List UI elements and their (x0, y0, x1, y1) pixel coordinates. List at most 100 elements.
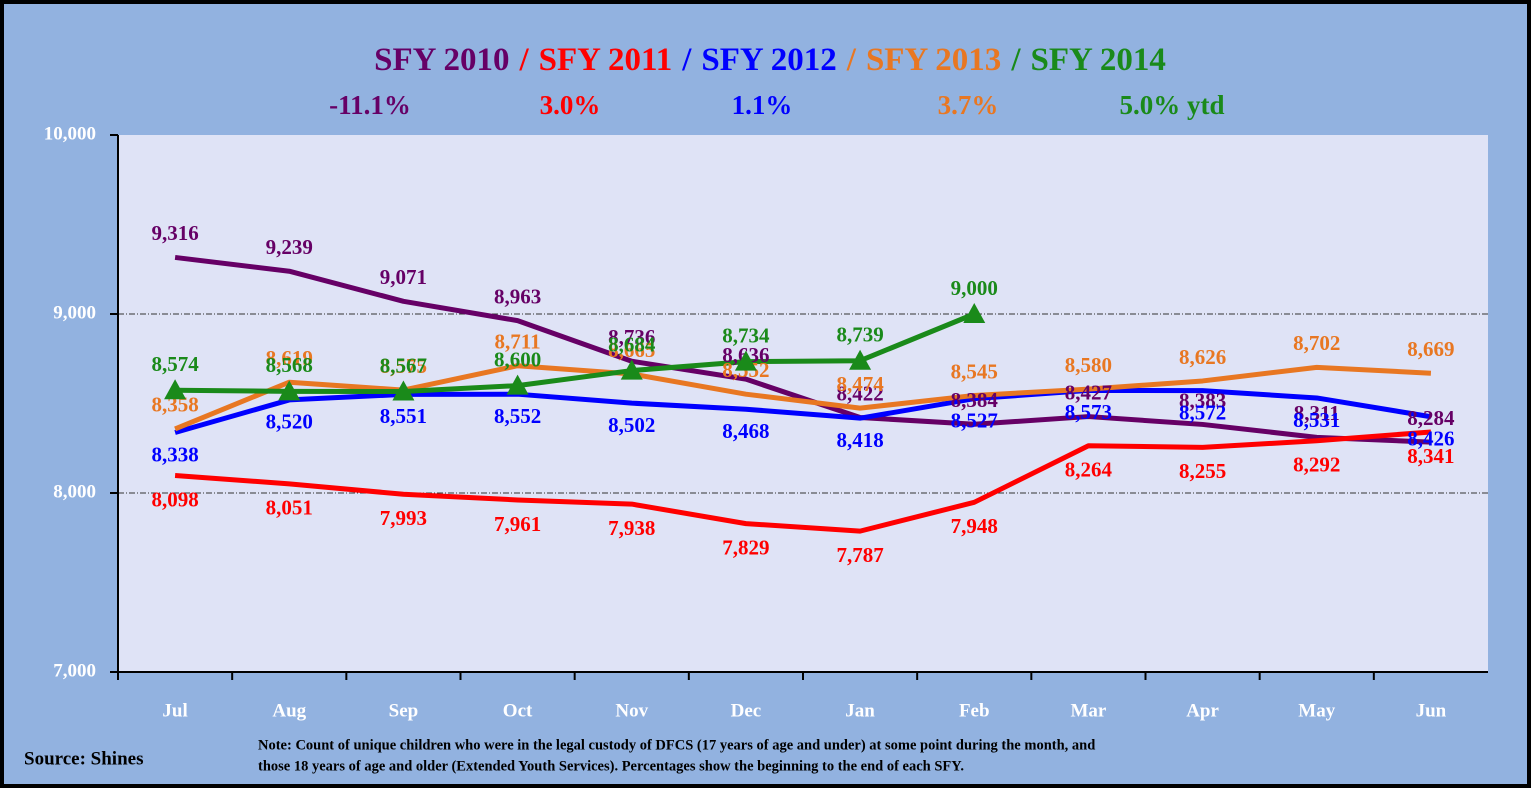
x-tick-label: Jun (1416, 700, 1447, 721)
data-label: 7,961 (494, 512, 541, 536)
x-tick-label: Jan (845, 700, 875, 721)
title-separator: / (846, 42, 857, 78)
data-label: 9,071 (380, 265, 427, 289)
series-line (174, 254, 1432, 445)
annotation: 5.0% ytd (1119, 90, 1224, 120)
data-label: 8,552 (494, 404, 541, 428)
data-label: 8,572 (1179, 400, 1226, 424)
marker (506, 374, 529, 395)
annotation: 3.7% (938, 90, 999, 120)
data-label: 8,520 (266, 410, 313, 434)
data-label: 8,736 (608, 325, 655, 349)
data-label: 8,502 (608, 413, 655, 437)
chart-title: SFY 2010/SFY 2011/SFY 2012/SFY 2013/SFY … (374, 42, 1166, 78)
legend-entry: SFY 2013 (866, 42, 1001, 78)
series-line (174, 387, 1432, 435)
x-tick-label: Sep (389, 700, 419, 721)
data-label: 8,418 (836, 428, 883, 452)
data-label: 8,567 (380, 353, 427, 377)
x-tick-label: Mar (1070, 700, 1106, 721)
data-label: 8,284 (1407, 406, 1455, 430)
title-separator: / (1010, 42, 1021, 78)
data-label: 8,051 (266, 496, 313, 520)
data-label: 8,255 (1179, 459, 1226, 483)
data-label: 9,000 (951, 276, 998, 300)
data-label: 8,311 (1294, 401, 1340, 425)
x-tick-label: Oct (503, 700, 533, 721)
series-line (175, 311, 976, 395)
data-label: 8,545 (951, 359, 998, 383)
series-line (174, 363, 1432, 432)
y-tick-label: 7,000 (53, 660, 96, 681)
x-tick-label: Aug (272, 700, 306, 721)
marker (849, 349, 872, 370)
data-label: 8,739 (836, 323, 883, 347)
data-label: 8,665 (608, 338, 655, 362)
title-separator: / (681, 42, 692, 78)
data-label: 8,600 (494, 347, 541, 371)
data-label: 8,684 (608, 332, 656, 356)
marker (392, 380, 415, 401)
data-label: 8,551 (380, 404, 427, 428)
data-label: 9,239 (266, 235, 313, 259)
data-label: 8,427 (1065, 380, 1112, 404)
data-label: 8,580 (1065, 353, 1112, 377)
marker (278, 380, 301, 401)
marker (620, 359, 643, 380)
annotation: 3.0% (540, 90, 601, 120)
data-label: 8,341 (1407, 444, 1454, 468)
x-tick-label: May (1298, 700, 1335, 721)
data-label: 8,573 (1065, 400, 1112, 424)
data-label: 8,292 (1293, 453, 1340, 477)
data-label: 8,574 (151, 352, 199, 376)
data-label: 8,531 (1293, 408, 1340, 432)
data-label: 8,669 (1407, 337, 1454, 361)
data-label: 8,422 (836, 381, 883, 405)
data-label: 8,963 (494, 284, 541, 308)
data-label: 8,338 (151, 442, 198, 466)
data-label: 8,384 (951, 388, 999, 412)
x-tick-label: Feb (959, 700, 990, 721)
title-separator: / (519, 42, 530, 78)
marker (734, 350, 757, 371)
legend-entry: SFY 2014 (1030, 42, 1165, 78)
data-label: 8,619 (266, 346, 313, 370)
series-line (174, 429, 1432, 534)
data-label: 8,734 (722, 323, 770, 347)
marker (963, 303, 986, 323)
data-label: 7,787 (836, 543, 883, 567)
data-label: 8,426 (1407, 427, 1454, 451)
legend-entry: SFY 2011 (539, 42, 673, 78)
data-label: 8,626 (1179, 345, 1226, 369)
data-label: 9,316 (151, 221, 198, 245)
note: Note: Count of unique children who were … (258, 737, 1095, 753)
legend-entry: SFY 2012 (701, 42, 836, 78)
x-tick-label: Apr (1186, 700, 1219, 721)
data-label: 7,938 (608, 516, 655, 540)
note: those 18 years of age and older (Extende… (258, 758, 964, 774)
y-tick-label: 9,000 (53, 302, 96, 323)
source: Source: Shines (24, 748, 143, 769)
annotation: 1.1% (732, 90, 793, 120)
x-tick-label: Dec (731, 700, 762, 721)
data-label: 7,829 (722, 535, 769, 559)
marker (164, 379, 187, 400)
data-label: 8,568 (266, 353, 313, 377)
legend-entry: SFY 2010 (374, 42, 509, 78)
data-label: 8,711 (495, 330, 541, 354)
data-label: 8,264 (1065, 458, 1113, 482)
data-label: 8,468 (722, 419, 769, 443)
annotation: -11.1% (329, 90, 411, 120)
data-label: 8,702 (1293, 331, 1340, 355)
y-tick-label: 8,000 (53, 481, 96, 502)
x-tick-label: Jul (162, 700, 187, 721)
data-label: 8,098 (151, 487, 198, 511)
y-tick-label: 10,000 (44, 123, 96, 144)
data-label: 8,383 (1179, 388, 1226, 412)
data-label: 7,993 (380, 506, 427, 530)
data-label: 8,474 (836, 372, 884, 396)
data-label: 8,527 (951, 408, 998, 432)
data-label: 7,948 (951, 514, 998, 538)
x-tick-label: Nov (615, 700, 648, 721)
